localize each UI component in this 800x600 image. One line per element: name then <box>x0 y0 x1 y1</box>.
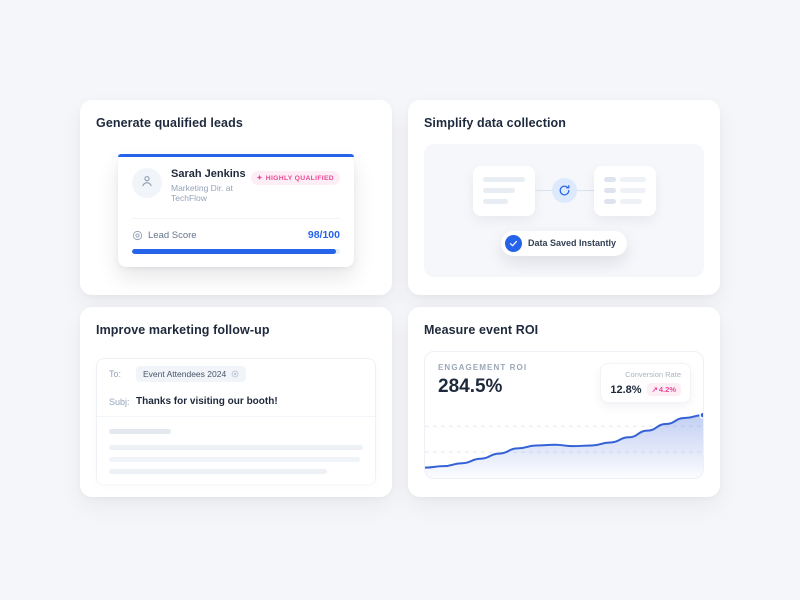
skeleton-line <box>109 469 328 474</box>
avatar <box>132 168 162 198</box>
conversion-delta-badge: ↗ 4.2% <box>646 383 681 396</box>
card-title: Simplify data collection <box>424 116 567 130</box>
to-label: To: <box>109 369 122 379</box>
card-title: Generate qualified leads <box>96 116 243 130</box>
conversion-rate-label: Conversion Rate <box>625 370 681 379</box>
conversion-delta-value: 4.2% <box>658 385 676 394</box>
card-follow-up: Improve marketing follow-up To: Event At… <box>80 307 392 497</box>
lead-role: Marketing Dir. at TechFlow <box>171 183 233 203</box>
skeleton-line <box>482 199 508 204</box>
recipient-chip-label: Event Attendees 2024 <box>143 369 227 379</box>
skeleton-field-value <box>619 188 646 193</box>
subject-label: Subj: <box>109 396 130 407</box>
check-icon <box>504 234 522 252</box>
lead-score-progress <box>132 249 340 254</box>
trend-up-icon: ↗ <box>651 385 658 394</box>
sparkle-icon: ✦ <box>256 175 263 182</box>
email-body-skeleton <box>97 417 375 484</box>
card-measure-roi: Measure event ROI ENGAGEMENT ROI 284.5% … <box>408 307 720 497</box>
composer-toolbar: Send Campaign <box>97 484 375 485</box>
skeleton-field-label <box>603 177 616 182</box>
card-title: Measure event ROI <box>424 323 539 337</box>
data-saved-label: Data Saved Instantly <box>527 238 617 248</box>
chip-remove-icon[interactable] <box>231 370 239 378</box>
connector-line <box>534 190 552 191</box>
email-composer: To: Event Attendees 2024 Subj: Thanks fo… <box>96 358 376 486</box>
data-saved-pill: Data Saved Instantly <box>500 230 628 256</box>
card-generate-leads: Generate qualified leads Sarah Jenkins M… <box>80 100 392 295</box>
skeleton-field-value <box>619 177 646 182</box>
target-icon <box>132 230 143 241</box>
conversion-rate-box: Conversion Rate 12.8% ↗ 4.2% <box>600 363 691 403</box>
lead-name: Sarah Jenkins <box>171 168 246 180</box>
skeleton-line <box>482 188 516 193</box>
feature-grid: Generate qualified leads Sarah Jenkins M… <box>80 100 720 497</box>
card-data-collection: Simplify data collection <box>408 100 720 295</box>
lead-score-progress-fill <box>132 249 336 254</box>
destination-record-card <box>593 165 656 216</box>
skeleton-line <box>109 457 361 462</box>
roi-stats-card: ENGAGEMENT ROI 284.5% Conversion Rate 12… <box>424 351 704 479</box>
roi-area-chart <box>425 403 703 478</box>
skeleton-line <box>109 429 171 434</box>
data-flow-panel: Data Saved Instantly <box>424 144 704 277</box>
connector-line <box>576 190 594 191</box>
conversion-rate-value: 12.8% <box>610 383 642 396</box>
card-title: Improve marketing follow-up <box>96 323 270 337</box>
skeleton-line <box>109 445 363 450</box>
skeleton-field-label <box>603 199 616 204</box>
skeleton-field-label <box>603 188 616 193</box>
engagement-roi-label: ENGAGEMENT ROI <box>438 363 528 372</box>
qualified-badge-label: HIGHLY QUALIFIED <box>265 174 334 182</box>
recipient-chip[interactable]: Event Attendees 2024 <box>136 366 247 382</box>
engagement-roi-value: 284.5% <box>438 376 503 397</box>
lead-preview-card: Sarah Jenkins Marketing Dir. at TechFlow… <box>118 154 354 267</box>
lead-score-value: 98/100 <box>307 229 340 241</box>
skeleton-field-value <box>619 199 642 204</box>
lead-score-label: Lead Score <box>148 229 197 241</box>
lead-card-accent-bar <box>118 154 354 157</box>
person-icon <box>140 174 154 193</box>
qualified-badge: ✦ HIGHLY QUALIFIED <box>250 171 340 185</box>
source-form-card <box>472 165 535 216</box>
sync-connector <box>534 178 594 203</box>
skeleton-line <box>482 177 525 182</box>
subject-value: Thanks for visiting our booth! <box>136 396 278 407</box>
sync-icon <box>551 178 577 203</box>
